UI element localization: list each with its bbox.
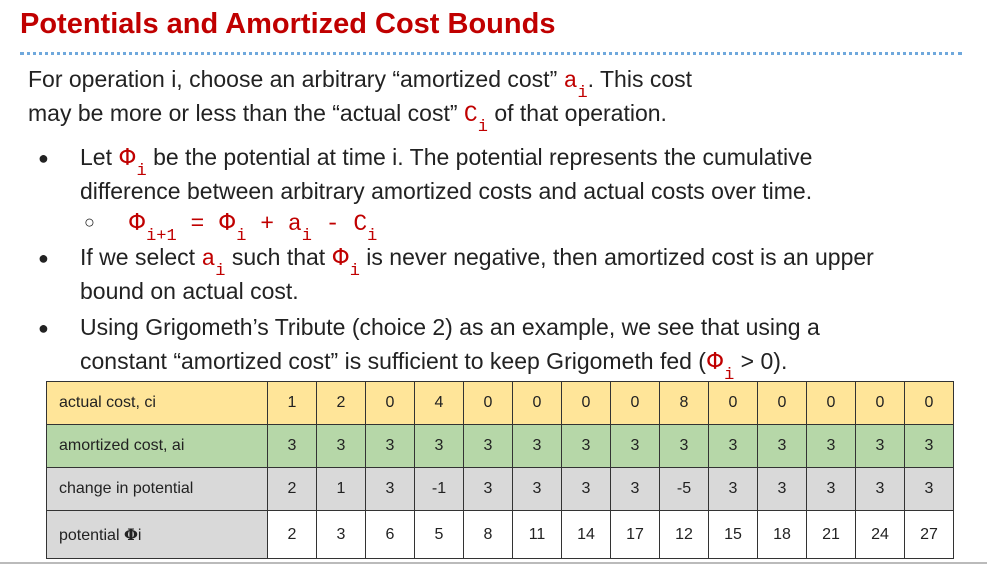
- bullet-3-line-2: constant “amortized cost” is sufficient …: [80, 348, 788, 385]
- table-cell: 5: [414, 510, 464, 559]
- table-cell: 3: [512, 424, 562, 469]
- table-cell: 3: [806, 467, 856, 512]
- bullet-1-line-2: difference between arbitrary amortized c…: [80, 178, 813, 204]
- bullet-1-line-1: Let Φi be the potential at time i. The p…: [80, 144, 813, 181]
- table-cell: 21: [806, 510, 856, 559]
- table-cell: -1: [414, 467, 464, 512]
- table-cell: 8: [463, 510, 513, 559]
- table-cell: 6: [365, 510, 415, 559]
- row-label: change in potential: [46, 467, 268, 512]
- potential-equation: Φi+1 = Φi + ai - Ci: [128, 210, 378, 246]
- intro-line-2: may be more or less than the “actual cos…: [28, 100, 667, 137]
- table-cell: 11: [512, 510, 562, 559]
- table-cell: 0: [365, 380, 415, 426]
- table-cell: 3: [365, 424, 415, 469]
- table-cell: -5: [659, 467, 709, 512]
- table-cell: 3: [512, 467, 562, 512]
- table-cell: 0: [463, 380, 513, 426]
- table-cell: 3: [708, 467, 758, 512]
- table-cell: 3: [365, 467, 415, 512]
- table-cell: 0: [806, 380, 856, 426]
- bullet-dot-2: ●: [38, 248, 49, 268]
- table-cell: 1: [316, 467, 366, 512]
- bullet-2-line-2: bound on actual cost.: [80, 278, 299, 304]
- row-label: amortized cost, ai: [46, 424, 268, 469]
- bullet-2-line-1: If we select ai such that Φi is never ne…: [80, 244, 874, 281]
- table-cell: 0: [904, 380, 954, 426]
- table-cell: 24: [855, 510, 905, 559]
- table-cell: 3: [806, 424, 856, 469]
- bullet-3-line-1: Using Grigometh’s Tribute (choice 2) as …: [80, 314, 820, 340]
- table-cell: 2: [267, 467, 317, 512]
- table-cell: 15: [708, 510, 758, 559]
- table-cell: 0: [610, 380, 660, 426]
- table-row-actual-cost: actual cost, ci 1 2 0 4 0 0 0 0 8 0 0 0 …: [46, 380, 954, 426]
- table-cell: 0: [855, 380, 905, 426]
- table-cell: 3: [757, 424, 807, 469]
- table-cell: 0: [708, 380, 758, 426]
- table-cell: 0: [512, 380, 562, 426]
- sub-bullet-circle: ○: [84, 212, 95, 232]
- table-cell: 3: [414, 424, 464, 469]
- table-cell: 18: [757, 510, 807, 559]
- table-cell: 14: [561, 510, 611, 559]
- table-cell: 17: [610, 510, 660, 559]
- table-cell: 3: [904, 424, 954, 469]
- row-label: potential Φi: [46, 510, 268, 559]
- cost-table: actual cost, ci 1 2 0 4 0 0 0 0 8 0 0 0 …: [46, 380, 954, 559]
- table-cell: 3: [708, 424, 758, 469]
- title-divider: [20, 52, 962, 55]
- table-cell: 2: [267, 510, 317, 559]
- table-cell: 3: [316, 510, 366, 559]
- bottom-divider: [0, 562, 987, 564]
- table-cell: 3: [316, 424, 366, 469]
- table-cell: 0: [561, 380, 611, 426]
- table-cell: 3: [610, 424, 660, 469]
- table-cell: 3: [904, 467, 954, 512]
- table-cell: 3: [855, 467, 905, 512]
- table-cell: 3: [561, 424, 611, 469]
- intro-line-1: For operation i, choose an arbitrary “am…: [28, 66, 693, 103]
- table-cell: 3: [561, 467, 611, 512]
- table-cell: 4: [414, 380, 464, 426]
- table-cell: 0: [757, 380, 807, 426]
- table-cell: 3: [463, 424, 513, 469]
- table-cell: 3: [855, 424, 905, 469]
- table-cell: 27: [904, 510, 954, 559]
- table-cell: 3: [659, 424, 709, 469]
- table-row-change-in-potential: change in potential 2 1 3 -1 3 3 3 3 -5 …: [46, 467, 954, 512]
- table-cell: 8: [659, 380, 709, 426]
- slide-title: Potentials and Amortized Cost Bounds: [20, 8, 556, 40]
- table-cell: 3: [757, 467, 807, 512]
- bullet-dot-1: ●: [38, 148, 49, 168]
- table-row-amortized-cost: amortized cost, ai 3 3 3 3 3 3 3 3 3 3 3…: [46, 424, 954, 469]
- bullet-dot-3: ●: [38, 318, 49, 338]
- table-cell: 3: [463, 467, 513, 512]
- row-label: actual cost, ci: [46, 380, 268, 426]
- table-cell: 2: [316, 380, 366, 426]
- table-cell: 1: [267, 380, 317, 426]
- table-cell: 3: [267, 424, 317, 469]
- table-cell: 3: [610, 467, 660, 512]
- table-cell: 12: [659, 510, 709, 559]
- table-row-potential: potential Φi 2 3 6 5 8 11 14 17 12 15 18…: [46, 510, 954, 559]
